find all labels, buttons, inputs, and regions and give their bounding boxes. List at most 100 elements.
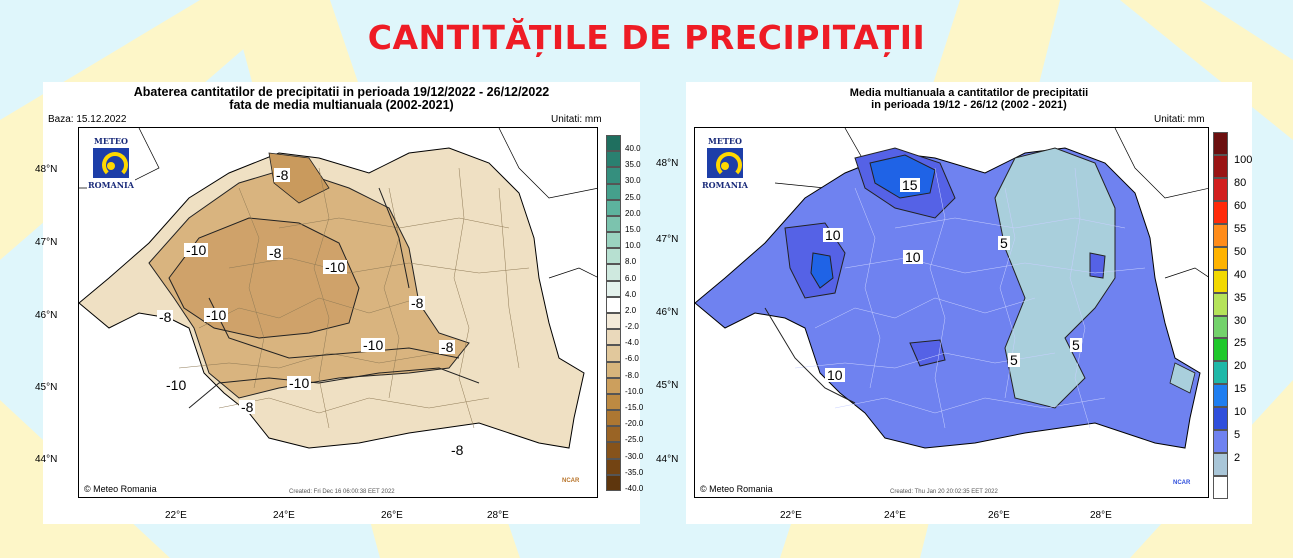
logo-bottom-text: ROMANIA [702, 180, 748, 190]
colorbar-swatch [1213, 476, 1228, 499]
left-contour-label: -10 [361, 337, 386, 353]
right-contour-label: 15 [900, 177, 920, 193]
colorbar-tick-label: 35 [1234, 291, 1247, 304]
colorbar-swatch [606, 393, 621, 411]
left-lat-label: 48°N [35, 164, 58, 175]
left-contour-label: -10 [184, 242, 209, 258]
colorbar-tick-label: -2.0 [625, 322, 639, 332]
right-neighbour-border [1114, 128, 1208, 199]
colorbar-swatch [606, 151, 621, 168]
right-created-stamp: Created: Thu Jan 20 20:02:35 EET 2022 [890, 489, 998, 495]
colorbar-swatch [1213, 132, 1228, 155]
right-map-title-line2: in perioada 19/12 - 26/12 (2002 - 2021) [871, 99, 1067, 111]
colorbar-swatch [606, 426, 621, 443]
colorbar-tick-label: 50 [1234, 245, 1247, 258]
colorbar-swatch [606, 361, 621, 378]
colorbar-tick-label: 6.0 [625, 273, 637, 283]
colorbar-tick-label: 15.0 [625, 225, 641, 234]
left-map-title-line1: Abaterea cantitatilor de precipitatii in… [133, 85, 550, 99]
colorbar-tick-label: 5 [1234, 429, 1241, 442]
left-map-title-line2: fata de media multianuala (2002-2021) [229, 98, 454, 112]
left-lat-label: 44°N [35, 454, 58, 465]
left-map-units: Unitati: mm [551, 114, 602, 125]
colorbar-swatch [606, 232, 621, 249]
left-created-stamp: Created: Fri Dec 16 06:00:38 EET 2022 [289, 489, 395, 495]
colorbar-swatch [1213, 407, 1228, 431]
colorbar-swatch [1213, 361, 1228, 385]
colorbar-swatch [606, 458, 621, 475]
right-lat-label: 45°N [656, 380, 679, 391]
left-contour-label: -8 [409, 295, 426, 311]
left-map-base-date: Baza: 15.12.2022 [48, 114, 127, 125]
left-lat-label: 47°N [35, 237, 58, 248]
colorbar-tick-label: 25.0 [625, 192, 641, 202]
colorbar-swatch [606, 442, 621, 459]
left-contour-label: -8 [239, 399, 256, 415]
colorbar-swatch [606, 313, 621, 330]
colorbar-tick-label: -8.0 [625, 370, 639, 380]
colorbar-swatch [606, 248, 621, 265]
colorbar-swatch [606, 329, 621, 346]
left-contour-lines [188, 187, 480, 409]
left-lon-label: 28°E [487, 510, 509, 521]
right-contour-line [764, 307, 856, 404]
right-map-title-line1: Media multianuala a cantitatilor de prec… [849, 87, 1089, 99]
colorbar-swatch [1213, 154, 1228, 178]
left-dry-north [268, 152, 330, 204]
colorbar-swatch [1213, 384, 1228, 408]
colorbar-tick-label: -30.0 [625, 451, 644, 461]
logo-bottom-text: ROMANIA [88, 180, 134, 190]
colorbar-tick-label: 4.0 [625, 289, 637, 299]
right-neighbour-border [1164, 267, 1208, 279]
left-county-outlines [178, 167, 530, 429]
left-lat-label: 46°N [35, 310, 58, 321]
colorbar-tick-label: 2.0 [625, 305, 637, 315]
meteo-logo-icon [707, 148, 743, 178]
colorbar-swatch [1213, 338, 1228, 362]
left-neighbour-border [498, 128, 597, 199]
right-colorbar: 100 80 60 55 50 40 35 30 25 20 15 10 5 2 [1213, 132, 1252, 499]
right-map-area: 15 10 10 5 10 5 5 METEO ROMANIA © Meteo … [694, 127, 1209, 498]
right-high-zone-west [810, 252, 834, 289]
colorbar-swatch [1213, 246, 1228, 270]
right-mid-zone-south [909, 339, 946, 367]
colorbar-swatch [606, 474, 621, 491]
right-county-outlines [794, 167, 1146, 429]
left-contour-label: -10 [323, 259, 348, 275]
colorbar-tick-label: 60 [1234, 199, 1247, 212]
page-title: CANTITĂȚILE DE PRECIPITAȚII [367, 18, 926, 57]
right-ncar-logo: NCAR [1173, 480, 1191, 486]
colorbar-swatch [1213, 453, 1228, 477]
colorbar-tick-label: 30.0 [625, 176, 641, 186]
colorbar-swatch [606, 215, 621, 233]
right-map-panel: Media multianuala a cantitatilor de prec… [656, 82, 1252, 524]
right-low-zone [994, 147, 1116, 409]
colorbar-tick-label: -15.0 [625, 403, 644, 412]
colorbar-swatch [1213, 223, 1228, 247]
right-lon-label: 22°E [780, 510, 802, 521]
left-ncar-logo: NCAR [562, 478, 580, 484]
right-lat-label: 48°N [656, 158, 679, 169]
right-lat-label: 47°N [656, 234, 679, 245]
left-lat-label: 45°N [35, 382, 58, 393]
right-meteo-romania-logo: METEO ROMANIA [701, 136, 749, 190]
colorbar-swatch [606, 199, 621, 216]
right-low-zone-delta [1169, 362, 1196, 394]
meteo-logo-icon [93, 148, 129, 178]
colorbar-tick-label: 20 [1234, 360, 1247, 373]
colorbar-swatch [1213, 200, 1228, 224]
right-map-units: Unitati: mm [1154, 114, 1205, 125]
left-contour-label: -10 [287, 375, 312, 391]
colorbar-tick-label: 10 [1234, 406, 1247, 419]
colorbar-swatch [606, 296, 621, 313]
colorbar-tick-label: 40.0 [625, 144, 641, 154]
left-lon-label: 24°E [273, 510, 295, 521]
colorbar-swatch [1213, 177, 1228, 201]
colorbar-tick-label: 100 [1234, 153, 1253, 166]
right-contour-label: 5 [1070, 337, 1082, 353]
colorbar-tick-label: 20.0 [625, 208, 641, 218]
right-lon-label: 28°E [1090, 510, 1112, 521]
colorbar-swatch [1213, 315, 1228, 339]
colorbar-tick-label: 35.0 [625, 160, 641, 170]
right-mid-zone-east [1089, 252, 1106, 279]
